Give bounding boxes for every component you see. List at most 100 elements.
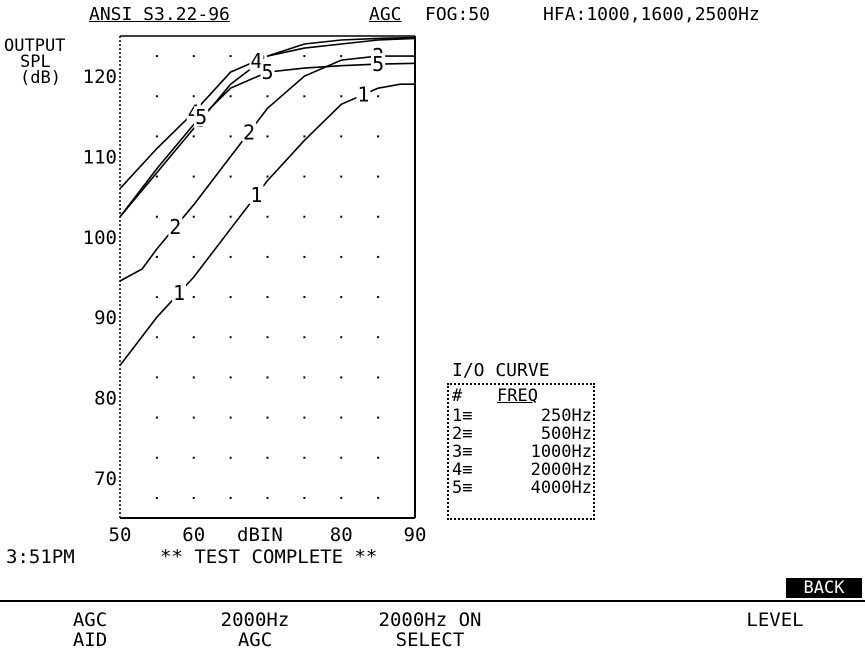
series-labels: 1112223344555 [168, 44, 386, 305]
softkey-level[interactable]: LEVEL [720, 610, 830, 630]
series-label-2: 2 [243, 120, 255, 144]
grid-dot [192, 55, 195, 58]
y-tick-label: 110 [83, 147, 117, 169]
x-tick-label: 80 [330, 524, 353, 546]
grid-dot [340, 496, 343, 499]
back-button[interactable]: BACK [786, 578, 862, 598]
series-label-5: 5 [261, 60, 273, 84]
grid-dot [340, 175, 343, 178]
y-title-line-2: SPL [20, 52, 51, 72]
grid-dot [340, 135, 343, 138]
grid-dot [192, 496, 195, 499]
grid-dot [155, 296, 158, 299]
grid-dot [155, 55, 158, 58]
standard-label: ANSI S3.22-96 [89, 4, 230, 25]
grid-dot [229, 336, 232, 339]
grid-dot [377, 215, 380, 218]
grid-dot [266, 456, 269, 459]
x-tick-label: 50 [109, 524, 132, 546]
grid-dot [377, 416, 380, 419]
series-label-2: 2 [169, 215, 181, 239]
grid-dot [340, 336, 343, 339]
grid-dot [192, 175, 195, 178]
grid-dot [192, 296, 195, 299]
legend-row-num: 5≡ [452, 478, 473, 498]
softkey-2000hz-on-select[interactable]: 2000Hz ON SELECT [360, 610, 500, 650]
series-label-bg [194, 106, 209, 127]
series-label-4: 4 [250, 49, 262, 73]
series-label-5: 5 [195, 105, 207, 129]
grid-dot [340, 416, 343, 419]
grid-dot [303, 95, 306, 98]
grid-dot [155, 175, 158, 178]
grid-dot [192, 376, 195, 379]
softkey-1-line-2: AID [72, 629, 108, 651]
softkey-divider [0, 600, 865, 602]
grid-dot [155, 215, 158, 218]
grid-dot [377, 336, 380, 339]
legend-row-freq: 1000Hz [530, 442, 592, 462]
series-label-1: 1 [357, 83, 369, 107]
grid-dot [266, 175, 269, 178]
grid-dot [340, 376, 343, 379]
legend-header-freq: FREQ [497, 386, 538, 406]
grid-dot [303, 376, 306, 379]
x-tick-labels: 50 60 80 90 [109, 524, 427, 546]
grid-dot [229, 496, 232, 499]
legend-row-freq: 2000Hz [530, 460, 592, 480]
series-lines [119, 36, 416, 366]
grid-dot [377, 255, 380, 258]
legend-row-num: 4≡ [452, 460, 473, 480]
grid-dot [229, 55, 232, 58]
series-label-bg [168, 215, 183, 236]
grid-dot [192, 215, 195, 218]
grid-dot [303, 175, 306, 178]
grid-dot [155, 135, 158, 138]
grid-dot [192, 95, 195, 98]
softkey-3-line-2: SELECT [395, 629, 465, 651]
series-label-bg [172, 282, 186, 303]
legend-box [447, 383, 595, 520]
softkey-1-line-1: AGC [72, 609, 108, 631]
grid-dot [377, 95, 380, 98]
series-label-bg [249, 184, 264, 205]
grid-dot [155, 95, 158, 98]
grid-dot [340, 456, 343, 459]
grid-dot [229, 215, 232, 218]
series-label-bg [356, 83, 371, 104]
series-line-2 [119, 55, 415, 282]
series-label-bg [260, 61, 275, 82]
y-tick-label: 90 [94, 307, 117, 329]
grid-dot [377, 496, 380, 499]
grid-dot [266, 296, 269, 299]
grid-dot [192, 416, 195, 419]
grid-dot [303, 496, 306, 499]
softkey-agc-aid[interactable]: AGC AID [50, 610, 130, 650]
legend-row-freq: 4000Hz [530, 478, 592, 498]
grid-dot [377, 296, 380, 299]
grid-dot [266, 95, 269, 98]
legend-row-freq: 500Hz [540, 424, 592, 444]
grid-dot [340, 296, 343, 299]
grid-dot [303, 336, 306, 339]
grid-dot [192, 336, 195, 339]
grid-dot [266, 135, 269, 138]
x-tick-label: 60 [182, 524, 205, 546]
chart-axes [119, 35, 416, 519]
grid-dot [155, 416, 158, 419]
grid-dot [303, 255, 306, 258]
softkey-2000hz-agc[interactable]: 2000Hz AGC [200, 610, 310, 650]
grid-dot [155, 336, 158, 339]
grid-dot [266, 496, 269, 499]
grid-dot [229, 376, 232, 379]
legend-title: I/O CURVE [452, 360, 550, 381]
grid-dot [377, 456, 380, 459]
grid-dot [229, 296, 232, 299]
grid-dot [303, 55, 306, 58]
grid-dot [266, 215, 269, 218]
grid-dot [266, 255, 269, 258]
series-line-4 [119, 37, 416, 190]
legend-row-num: 3≡ [452, 442, 473, 462]
grid-dot [377, 135, 380, 138]
